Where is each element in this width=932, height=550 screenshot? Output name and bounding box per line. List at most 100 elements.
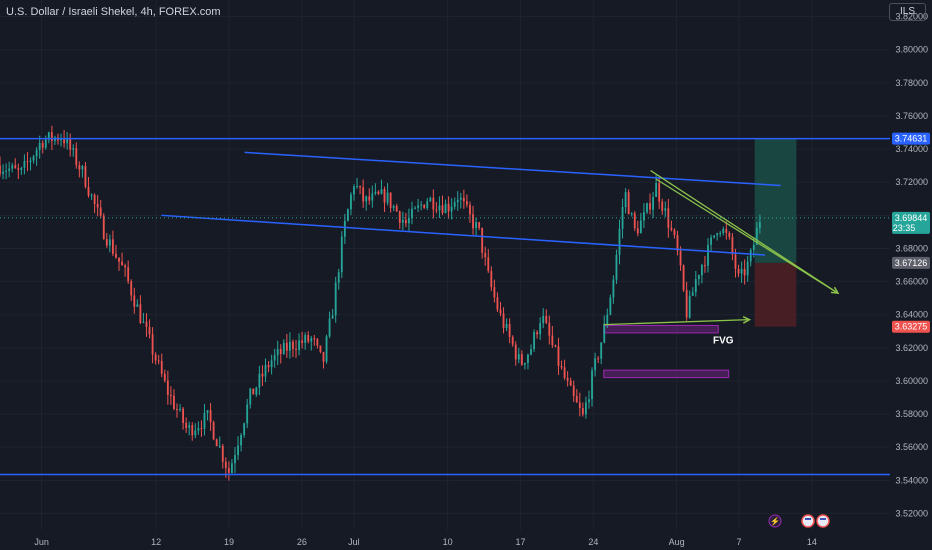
x-tick-label: Aug [669, 537, 685, 547]
candle-body [32, 156, 35, 161]
channel-lower-line [161, 214, 766, 256]
candle-body [414, 207, 416, 209]
candle-body [499, 309, 502, 314]
candle-body [0, 165, 1, 174]
candle-body [237, 445, 239, 456]
y-tick-label: 3.68000 [895, 243, 928, 253]
candle-body [8, 168, 11, 171]
candle-body [713, 235, 716, 238]
candle-body [389, 192, 392, 208]
candle-body [258, 373, 261, 388]
candle-body [337, 272, 340, 283]
y-tick-label: 3.58000 [895, 409, 928, 419]
y-tick-label: 3.76000 [895, 111, 928, 121]
candle-body [520, 354, 523, 365]
candle-body [17, 168, 20, 170]
candle-body [398, 211, 401, 223]
candle-body [478, 222, 481, 228]
candle-body [615, 254, 618, 280]
candle-body [139, 304, 142, 323]
candle-body [475, 222, 477, 229]
candle-body [108, 239, 111, 246]
candle-body [578, 402, 581, 409]
candle-body [298, 340, 300, 350]
candle-body [673, 229, 676, 236]
stop-loss-zone [754, 262, 797, 327]
x-tick-label: 10 [443, 537, 453, 547]
candle-body [624, 192, 627, 208]
candle-body [69, 138, 72, 150]
candle-body [401, 219, 404, 223]
candle-body [752, 244, 755, 250]
candle-body [72, 148, 75, 150]
candle-body [267, 365, 270, 368]
candle-body [346, 209, 349, 221]
candle-body [212, 421, 215, 440]
candle-body [63, 138, 66, 144]
candle-body [136, 304, 139, 307]
candle-body [688, 295, 691, 318]
flash-glyph: ⚡ [770, 516, 780, 526]
candle-body [60, 138, 62, 141]
candle-body [127, 267, 130, 282]
candle-body [505, 323, 508, 329]
candle-body [380, 189, 383, 194]
candle-body [591, 370, 593, 400]
candle-body [133, 295, 136, 307]
candle-body [386, 192, 389, 203]
candle-body [481, 227, 484, 253]
candle-body [658, 183, 661, 202]
y-tick-label: 3.78000 [895, 78, 928, 88]
currency-button[interactable]: ILS [889, 3, 926, 21]
candle-body [102, 215, 105, 240]
candle-body [655, 183, 658, 197]
candle-body [246, 404, 249, 424]
candle-body [636, 228, 639, 234]
candle-body [722, 229, 725, 234]
price-label-box [892, 132, 930, 145]
y-tick-label: 3.54000 [895, 475, 928, 485]
candle-body [145, 321, 148, 327]
candle-body [87, 186, 90, 196]
candle-body [563, 367, 566, 378]
candle-body [240, 435, 243, 446]
candle-body [755, 228, 758, 245]
candle-body [234, 455, 236, 464]
candle-body [362, 187, 365, 202]
candle-body [151, 334, 154, 355]
projection-arrow-1 [650, 170, 839, 294]
candle-body [185, 423, 188, 428]
x-tick-label: 24 [588, 537, 598, 547]
y-tick-label: 3.62000 [895, 343, 928, 353]
channel-upper-line [244, 151, 781, 187]
y-tick-label: 3.74000 [895, 144, 928, 154]
candle-body [417, 205, 420, 208]
candle-body [270, 360, 273, 368]
candle-body [50, 132, 53, 141]
candle-body [392, 205, 395, 208]
candle-body [523, 363, 526, 365]
candle-body [142, 321, 145, 323]
candle-body [115, 253, 117, 258]
candle-body [121, 261, 123, 266]
candle-body [313, 338, 316, 340]
candle-body [749, 249, 752, 262]
candle-body [453, 202, 456, 207]
candle-body [639, 220, 642, 234]
candle-body [502, 313, 505, 329]
candle-body [423, 204, 426, 209]
candle-body [188, 425, 191, 428]
candle-body [514, 344, 517, 360]
candle-body [618, 228, 621, 255]
x-tick-label: 7 [737, 537, 742, 547]
candle-body [75, 148, 78, 166]
price-label-box [892, 320, 930, 333]
price-label: 3.74631 [895, 134, 928, 144]
projection-arrow-2 [655, 178, 839, 294]
candles [0, 125, 761, 481]
candle-body [26, 161, 29, 163]
candle-body [276, 349, 279, 356]
y-tick-label: 3.82000 [895, 12, 928, 22]
